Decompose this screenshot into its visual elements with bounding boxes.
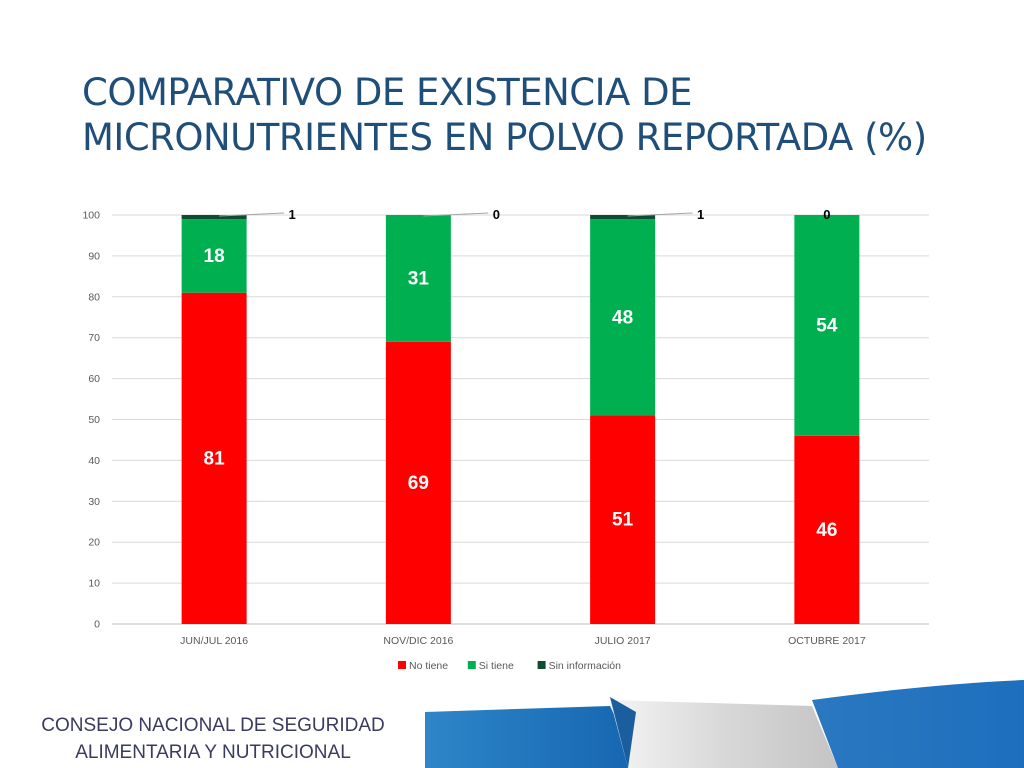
y-tick-label: 60 (88, 373, 100, 385)
decor-shape-silver (610, 700, 838, 768)
data-label-si-tiene: 48 (612, 307, 633, 328)
legend-swatch-sin-informaci-n (537, 661, 546, 669)
decor-shape-blue-left (425, 706, 640, 768)
data-label-no-tiene: 46 (816, 520, 837, 541)
x-tick-label: NOV/DIC 2016 (383, 635, 453, 647)
y-tick-label: 30 (88, 496, 100, 508)
data-label-si-tiene: 18 (204, 246, 225, 267)
data-label-leader-line (423, 212, 489, 217)
slide-title: COMPARATIVO DE EXISTENCIA DE MICRONUTRIE… (82, 70, 982, 160)
data-label-no-tiene: 51 (612, 510, 634, 531)
footer-organization: CONSEJO NACIONAL DE SEGURIDAD ALIMENTARI… (18, 712, 408, 766)
y-tick-label: 80 (88, 291, 100, 303)
bar-si-tiene-2 (590, 219, 656, 416)
legend-swatch-si-tiene (467, 661, 476, 669)
y-tick-label: 10 (88, 578, 100, 590)
data-label-leader-line (627, 212, 693, 217)
legend-label: Sin información (549, 660, 622, 672)
slide-title-line-1: COMPARATIVO DE EXISTENCIA DE (82, 71, 692, 114)
y-tick-label: 90 (88, 250, 100, 262)
y-axis-ticks: 0 10 20 30 40 50 60 70 80 90 100 (82, 210, 100, 631)
legend-label: No tiene (409, 660, 448, 672)
y-tick-label: 40 (88, 455, 100, 467)
footer-line-1: CONSEJO NACIONAL DE SEGURIDAD (41, 715, 385, 736)
data-label-leader-line (219, 212, 285, 217)
bar-sin-informaci-n-2 (590, 215, 656, 220)
data-label-no-tiene: 69 (408, 473, 429, 494)
bar-no-tiene-0 (181, 292, 247, 624)
x-axis-ticks: JUN/JUL 2016 NOV/DIC 2016 JULIO 2017 OCTUBR… (180, 635, 866, 647)
legend-label: Si tiene (479, 660, 514, 672)
data-label-sin-informacion: 1 (697, 207, 704, 222)
data-label-sin-informacion: 0 (823, 207, 830, 222)
decor-shape-blue-right (812, 680, 1024, 768)
y-tick-label: 50 (88, 414, 100, 426)
bar-si-tiene-3 (794, 215, 860, 436)
chart-legend: No tiene Si tiene Sin información (398, 660, 621, 672)
data-label-sin-informacion: 1 (289, 207, 296, 222)
data-label-si-tiene: 54 (816, 315, 838, 336)
bar-no-tiene-2 (590, 415, 656, 624)
data-label-no-tiene: 81 (204, 448, 226, 469)
grid-lines (112, 214, 929, 625)
bars (181, 215, 860, 624)
legend-swatch-no-tiene (398, 661, 406, 669)
bar-no-tiene-3 (794, 435, 860, 624)
bar-no-tiene-1 (385, 341, 451, 624)
y-tick-label: 20 (88, 537, 100, 549)
bar-sin-informaci-n-0 (181, 215, 247, 220)
x-tick-label: JULIO 2017 (595, 635, 651, 647)
x-tick-label: JUN/JUL 2016 (180, 635, 248, 647)
y-tick-label: 0 (94, 619, 100, 631)
data-label-si-tiene: 31 (408, 268, 430, 289)
y-tick-label: 100 (82, 210, 100, 222)
y-tick-label: 70 (88, 332, 100, 344)
x-tick-label: OCTUBRE 2017 (788, 635, 866, 647)
decor-shape-blue-fold (610, 697, 636, 768)
data-label-sin-informacion: 0 (493, 207, 500, 222)
slide-title-line-2: MICRONUTRIENTES EN POLVO REPORTADA (%) (82, 116, 927, 159)
data-labels: 81 18 1 69 31 0 51 48 1 46 54 0 (204, 207, 838, 541)
bar-si-tiene-1 (385, 215, 451, 342)
bar-si-tiene-0 (181, 219, 247, 293)
footer-line-2: ALIMENTARIA Y NUTRICIONAL (75, 742, 351, 763)
